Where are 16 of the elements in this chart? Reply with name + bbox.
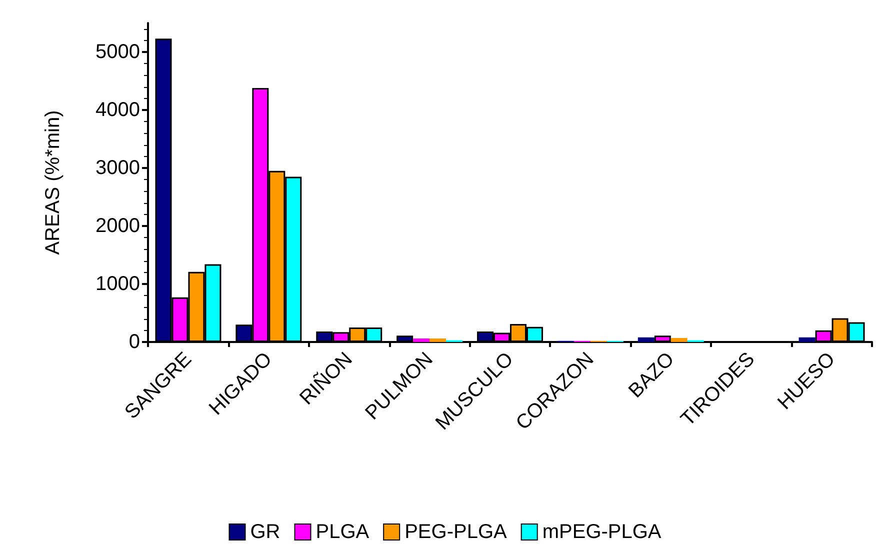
legend-label: PLGA (316, 521, 370, 543)
legend-label: PEG-PLGA (404, 521, 508, 543)
legend-label: GR (250, 521, 280, 543)
bar (638, 337, 654, 342)
legend-label: mPEG-PLGA (542, 521, 662, 543)
bar (798, 337, 816, 342)
y-tick-label: 2000 (96, 215, 140, 237)
y-axis-title: AREAS (%*min) (42, 110, 64, 255)
bar (413, 338, 430, 342)
y-tick-label: 0 (128, 331, 140, 353)
y-tick-label: 3000 (96, 157, 140, 179)
y-tick-label: 4000 (96, 99, 140, 121)
bar (430, 338, 446, 342)
y-tick-label: 5000 (96, 41, 140, 63)
bar (670, 338, 688, 342)
y-tick-label: 1000 (96, 273, 140, 295)
